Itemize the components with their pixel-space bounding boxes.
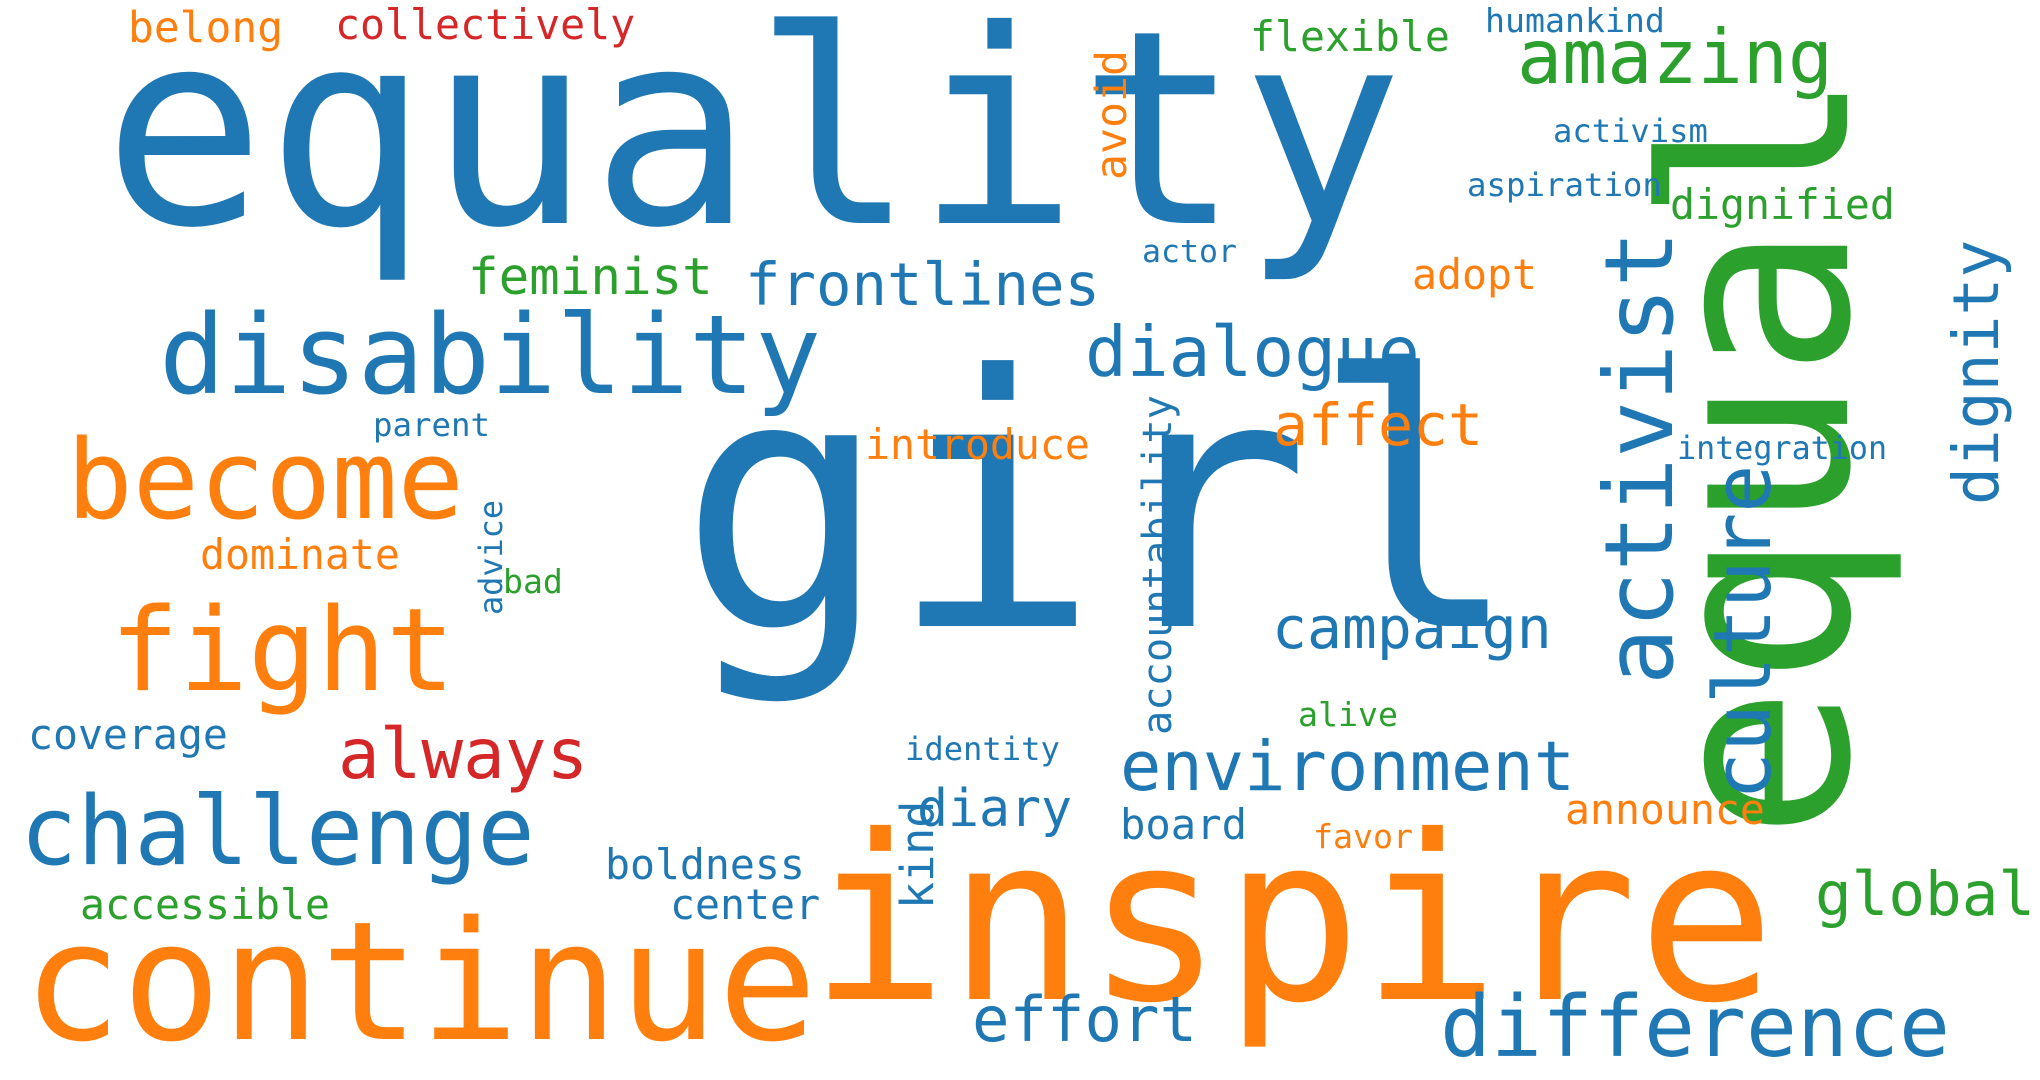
word-collectively: collectively (335, 0, 636, 49)
word-actor: actor (1142, 233, 1237, 270)
word-activist: activist (1585, 230, 1695, 685)
word-equality: equality (103, 0, 1404, 287)
word-dominate: dominate (200, 530, 400, 579)
word-belong: belong (128, 2, 284, 53)
word-fight: fight (110, 585, 456, 718)
word-challenge: challenge (20, 777, 535, 887)
word-always: always (338, 714, 589, 795)
word-coverage: coverage (28, 710, 228, 759)
word-dignity: dignity (1940, 239, 2013, 505)
word-accountability: accountability (1133, 395, 1181, 735)
word-inspire: inspire (809, 786, 1776, 1054)
word-culture: culture (1695, 464, 1789, 800)
word-environment: environment (1120, 727, 1576, 807)
word-accessible: accessible (80, 880, 330, 929)
word-boldness: boldness (605, 840, 805, 889)
word-board: board (1120, 800, 1247, 849)
word-amazing: amazing (1517, 13, 1834, 101)
word-identity: identity (905, 730, 1060, 768)
word-disability: disability (159, 291, 822, 419)
word-avoid: avoid (1087, 50, 1137, 180)
word-activism: activism (1553, 112, 1708, 150)
word-humankind: humankind (1485, 1, 1665, 40)
word-introduce: introduce (865, 420, 1090, 469)
word-girl: girl (678, 301, 1522, 709)
word-kind: kind (891, 800, 944, 909)
word-become: become (66, 416, 464, 544)
word-integration: integration (1677, 431, 1888, 467)
word-dialogue: dialogue (1085, 311, 1420, 393)
word-global: global (1815, 858, 2036, 930)
word-difference: difference (1440, 977, 1950, 1076)
word-frontlines: frontlines (745, 249, 1101, 319)
word-alive: alive (1298, 695, 1398, 734)
word-center: center (670, 880, 821, 929)
word-flexible: flexible (1250, 12, 1450, 61)
word-dignified: dignified (1670, 180, 1895, 229)
word-favor: favor (1313, 816, 1413, 856)
word-bad: bad (503, 562, 563, 601)
word-adopt: adopt (1412, 250, 1537, 299)
word-diary: diary (917, 779, 1072, 839)
word-parent: parent (373, 405, 491, 444)
word-aspiration: aspiration (1467, 166, 1662, 204)
word-continue: continue (22, 886, 818, 1078)
word-announce: announce (1565, 785, 1765, 834)
word-campaign: campaign (1272, 593, 1552, 662)
word-affect: affect (1273, 391, 1484, 459)
word-feminist: feminist (468, 247, 713, 306)
word-effort: effort (972, 983, 1198, 1056)
